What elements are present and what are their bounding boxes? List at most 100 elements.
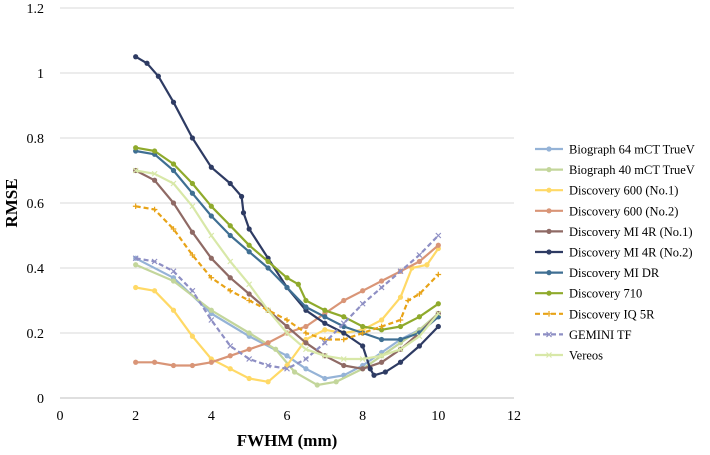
data-point bbox=[295, 281, 301, 287]
legend-label: Discovery 710 bbox=[569, 287, 642, 301]
data-point bbox=[189, 203, 196, 210]
data-point bbox=[367, 366, 373, 372]
data-point bbox=[360, 343, 366, 349]
legend-label: Discovery MI 4R (No.1) bbox=[569, 225, 693, 239]
data-point bbox=[246, 291, 252, 297]
data-point bbox=[378, 336, 385, 343]
data-point bbox=[170, 226, 177, 232]
data-point bbox=[416, 343, 423, 349]
data-point bbox=[151, 258, 158, 265]
data-point bbox=[132, 167, 139, 174]
legend-item: Discovery 600 (No.2) bbox=[535, 204, 678, 218]
data-point bbox=[303, 340, 309, 346]
data-point bbox=[208, 307, 214, 313]
legend-item: Biograph 40 mCT TrueV bbox=[535, 163, 695, 177]
data-point bbox=[302, 346, 309, 353]
data-point bbox=[340, 320, 347, 327]
y-tick-label: 0 bbox=[37, 392, 44, 407]
legend-item: Discovery 600 (No.1) bbox=[535, 184, 678, 198]
data-point bbox=[397, 359, 404, 365]
series-4 bbox=[133, 167, 441, 372]
data-point bbox=[371, 372, 377, 378]
data-point bbox=[284, 275, 290, 281]
data-point bbox=[246, 297, 252, 304]
legend-item: Discovery IQ 5R bbox=[535, 307, 655, 321]
data-point bbox=[227, 258, 234, 265]
data-point bbox=[333, 379, 339, 385]
data-point bbox=[303, 297, 309, 304]
data-point bbox=[208, 255, 214, 261]
data-point bbox=[246, 346, 252, 352]
data-point bbox=[189, 287, 196, 294]
data-point bbox=[435, 323, 441, 330]
data-point bbox=[265, 258, 271, 265]
legend-item: GEMINI TF bbox=[535, 328, 632, 342]
data-point bbox=[170, 161, 177, 167]
data-point bbox=[265, 340, 271, 346]
data-point bbox=[246, 356, 253, 362]
data-point bbox=[382, 369, 388, 375]
legend-label: Biograph 64 mCT TrueV bbox=[569, 143, 695, 157]
x-tick-label: 4 bbox=[208, 409, 215, 424]
data-point bbox=[170, 278, 177, 284]
data-point bbox=[189, 362, 196, 369]
data-point bbox=[397, 323, 404, 330]
x-tick-label: 2 bbox=[132, 409, 139, 424]
data-point bbox=[341, 297, 347, 304]
data-point bbox=[284, 284, 290, 291]
data-point bbox=[151, 206, 158, 213]
data-point bbox=[546, 331, 552, 338]
data-point bbox=[133, 145, 139, 151]
data-point bbox=[155, 73, 161, 79]
legend-label: Discovery 600 (No.2) bbox=[569, 204, 678, 218]
data-point bbox=[546, 167, 552, 173]
data-point bbox=[170, 362, 177, 369]
series-7 bbox=[133, 145, 441, 333]
data-point bbox=[397, 346, 404, 353]
data-point bbox=[397, 336, 404, 343]
data-point bbox=[424, 262, 430, 268]
data-point bbox=[265, 265, 271, 271]
data-point bbox=[151, 359, 158, 365]
data-point bbox=[208, 164, 214, 170]
data-point bbox=[546, 270, 552, 276]
data-point bbox=[189, 252, 196, 258]
data-point bbox=[341, 362, 347, 369]
data-point bbox=[322, 327, 328, 333]
data-point bbox=[360, 323, 366, 330]
data-point bbox=[360, 288, 366, 294]
data-point bbox=[378, 278, 385, 284]
data-point bbox=[378, 359, 385, 365]
legend-label: Biograph 40 mCT TrueV bbox=[569, 163, 695, 177]
data-point bbox=[208, 317, 215, 323]
data-point bbox=[170, 180, 177, 187]
legend-label: Discovery MI 4R (No.2) bbox=[569, 246, 693, 260]
x-tick-label: 6 bbox=[284, 409, 291, 424]
data-point bbox=[208, 274, 215, 281]
data-point bbox=[397, 294, 404, 300]
series-line bbox=[135, 146, 439, 331]
legend-item: Discovery MI 4R (No.2) bbox=[535, 246, 693, 260]
legend: Biograph 64 mCT TrueV Biograph 40 mCT Tru… bbox=[535, 143, 695, 363]
data-point bbox=[133, 262, 139, 268]
data-point bbox=[284, 317, 290, 323]
data-point bbox=[151, 148, 158, 154]
series-line bbox=[135, 205, 440, 341]
data-point bbox=[246, 375, 252, 382]
data-point bbox=[360, 366, 366, 372]
legend-label: Discovery IQ 5R bbox=[569, 307, 655, 321]
x-tick-label: 10 bbox=[431, 409, 445, 424]
series-5 bbox=[133, 54, 441, 378]
y-axis-title: RMSE bbox=[2, 178, 21, 227]
series-line bbox=[135, 149, 440, 341]
data-point bbox=[284, 353, 290, 359]
data-point bbox=[284, 330, 290, 336]
data-point bbox=[378, 323, 385, 330]
data-point bbox=[265, 307, 272, 314]
legend-item: Discovery 710 bbox=[535, 287, 642, 301]
data-point bbox=[151, 177, 158, 183]
data-point bbox=[227, 343, 234, 349]
data-point bbox=[435, 232, 442, 239]
data-point bbox=[546, 146, 552, 152]
